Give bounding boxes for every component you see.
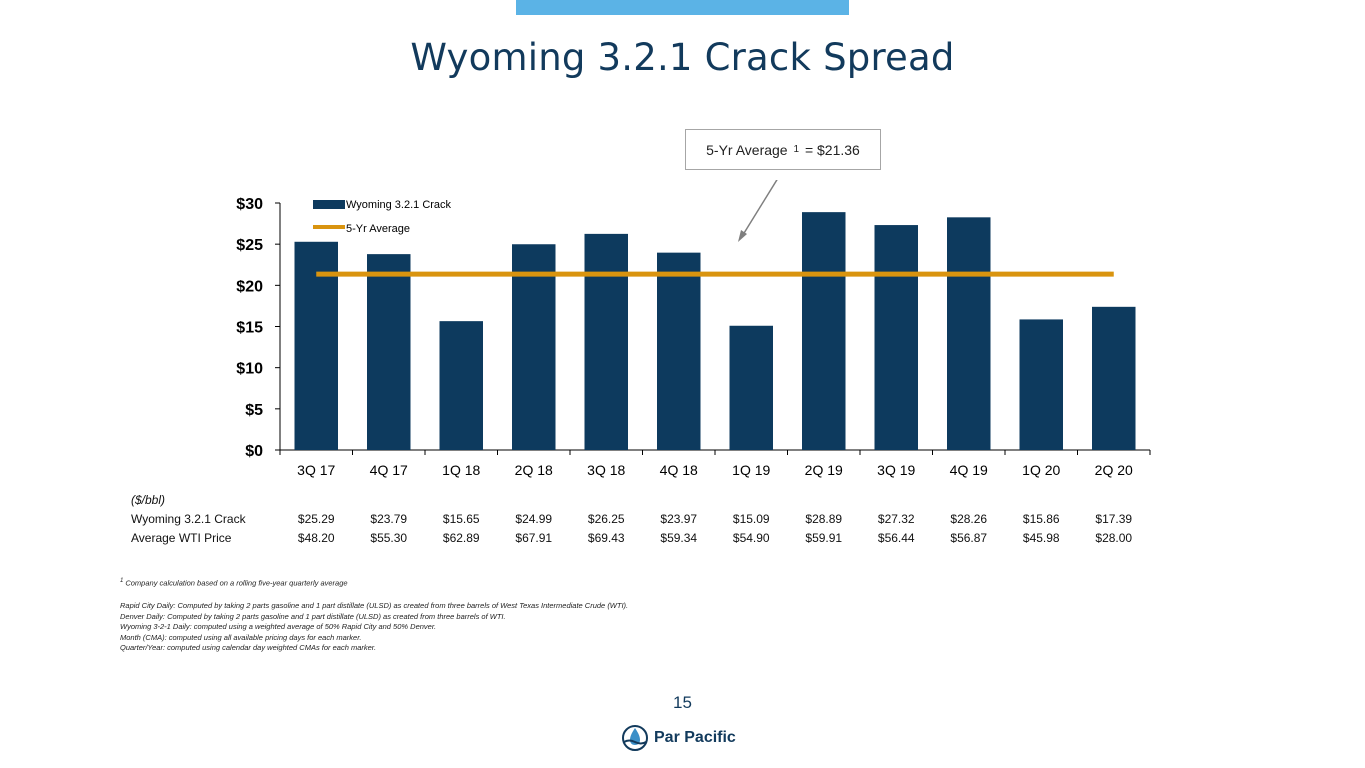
x-tick-label: 1Q 19 bbox=[732, 462, 770, 478]
top-accent-bar bbox=[516, 0, 849, 15]
table-cell: $23.97 bbox=[660, 512, 698, 526]
bar bbox=[512, 244, 556, 450]
company-logo: Par Pacific bbox=[622, 723, 736, 753]
table-cell: $25.29 bbox=[297, 512, 335, 526]
table-cell: $28.26 bbox=[950, 512, 988, 526]
table-cell: $62.89 bbox=[442, 531, 480, 545]
note-line: Month (CMA): computed using all availabl… bbox=[120, 632, 362, 642]
x-tick-label: 3Q 17 bbox=[297, 462, 335, 478]
legend-label: 5-Yr Average bbox=[346, 223, 410, 235]
footnote-marker: 1 bbox=[120, 578, 124, 584]
note-line: Wyoming 3-2-1 Daily: computed using a we… bbox=[120, 622, 437, 632]
callout-label: 5-Yr Average bbox=[706, 141, 788, 158]
table-cell: $55.30 bbox=[370, 531, 408, 545]
table-cell: $56.87 bbox=[950, 531, 988, 545]
x-tick-label: 2Q 20 bbox=[1095, 462, 1133, 478]
bar bbox=[439, 321, 483, 450]
bar bbox=[802, 212, 846, 450]
x-tick-label: 4Q 19 bbox=[950, 462, 988, 478]
table-cell: $59.34 bbox=[660, 531, 698, 545]
legend-swatch-bar bbox=[313, 200, 345, 209]
table-cell: $15.65 bbox=[442, 512, 480, 526]
legend-label: Wyoming 3.2.1 Crack bbox=[346, 199, 452, 211]
callout-pointer-arrowhead bbox=[738, 230, 747, 242]
y-tick-label: $10 bbox=[236, 361, 263, 378]
y-tick-label: $25 bbox=[236, 237, 263, 254]
table-row: Average WTI Price $48.20 $55.30 $62.89 $67.… bbox=[131, 529, 1132, 548]
x-tick-label: 2Q 18 bbox=[515, 462, 553, 478]
y-tick-label: $15 bbox=[236, 320, 263, 337]
y-tick-label: $0 bbox=[245, 443, 263, 460]
x-tick-label: 1Q 20 bbox=[1022, 462, 1060, 478]
x-tick-label: 1Q 18 bbox=[442, 462, 480, 478]
table-cell: $69.43 bbox=[587, 531, 625, 545]
bar bbox=[729, 325, 773, 450]
table-cell: $56.44 bbox=[877, 531, 915, 545]
bar bbox=[657, 252, 701, 450]
table-cell: $67.91 bbox=[515, 531, 553, 545]
table-cell: $59.91 bbox=[805, 531, 843, 545]
data-table: ($/bbl) Wyoming 3.2.1 Crack $25.29 $23.79… bbox=[131, 491, 1132, 548]
average-callout-box: 5-Yr Average 1 = $21.36 bbox=[685, 129, 881, 170]
table-cell: $48.20 bbox=[297, 531, 335, 545]
table-cell: $45.98 bbox=[1022, 531, 1060, 545]
note-line: Rapid City Daily: Computed by taking 2 p… bbox=[120, 601, 629, 610]
par-pacific-logo-icon bbox=[622, 725, 648, 751]
table-cell: $15.09 bbox=[732, 512, 770, 526]
bar bbox=[584, 233, 628, 450]
footnote: 1 Company calculation based on a rolling … bbox=[120, 578, 348, 588]
table-cell: $17.39 bbox=[1095, 512, 1133, 526]
y-tick-label: $30 bbox=[236, 196, 263, 213]
x-tick-label: 2Q 19 bbox=[805, 462, 843, 478]
bar bbox=[1019, 319, 1063, 450]
callout-footnote-marker: 1 bbox=[793, 144, 800, 155]
y-tick-label: $20 bbox=[236, 278, 263, 295]
brand-name: Par Pacific bbox=[654, 729, 736, 746]
callout-value: = $21.36 bbox=[804, 141, 860, 158]
methodology-notes: Rapid City Daily: Computed by taking 2 p… bbox=[120, 601, 628, 654]
footnote-text: Company calculation based on a rolling f… bbox=[125, 578, 348, 588]
note-line: Quarter/Year: computed using calendar da… bbox=[120, 643, 377, 653]
x-tick-label: 4Q 18 bbox=[660, 462, 698, 478]
page-number: 15 bbox=[673, 693, 692, 712]
table-unit-label: ($/bbl) bbox=[131, 493, 166, 507]
table-row-label: Average WTI Price bbox=[131, 531, 232, 545]
table-cell: $24.99 bbox=[515, 512, 553, 526]
table-cell: $28.00 bbox=[1095, 531, 1133, 545]
table-cell: $23.79 bbox=[370, 512, 408, 526]
x-tick-label: 3Q 18 bbox=[587, 462, 625, 478]
bar bbox=[874, 225, 918, 450]
y-tick-label: $5 bbox=[245, 402, 263, 419]
x-tick-label: 4Q 17 bbox=[370, 462, 408, 478]
table-cell: $54.90 bbox=[732, 531, 770, 545]
note-line: Denver Daily: Computed by taking 2 parts… bbox=[120, 611, 506, 621]
table-cell: $27.32 bbox=[877, 512, 915, 526]
bar bbox=[367, 254, 411, 450]
bar bbox=[947, 217, 991, 450]
table-cell: $28.89 bbox=[805, 512, 843, 526]
x-tick-label: 3Q 19 bbox=[877, 462, 915, 478]
table-row-label: Wyoming 3.2.1 Crack bbox=[131, 512, 246, 526]
bar bbox=[1092, 306, 1136, 450]
page-title: Wyoming 3.2.1 Crack Spread bbox=[410, 36, 955, 79]
crack-spread-chart: $0 $5 $10 $15 $20 $25 $30 3Q 17 4Q 17 1Q 18 2Q 18 3… bbox=[236, 180, 1151, 478]
table-row: Wyoming 3.2.1 Crack $25.29 $23.79 $15.65 $2… bbox=[131, 510, 1132, 529]
table-cell: $15.86 bbox=[1022, 512, 1060, 526]
callout-pointer bbox=[740, 180, 778, 239]
table-cell: $26.25 bbox=[587, 512, 625, 526]
